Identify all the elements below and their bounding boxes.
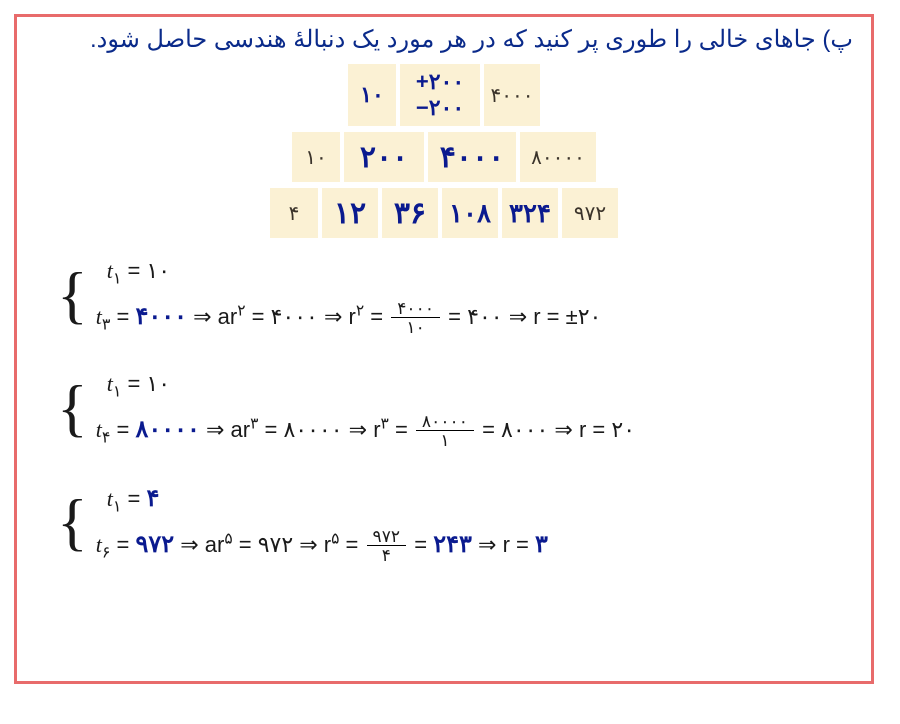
system-3-lines: t۱ = ۴ t۶ = ۹۷۲ ⇒ ar۵ = ۹۷۲ ⇒ r۵ = ۹۷۲۴ … <box>96 476 548 569</box>
system-2: { t۱ = ۱۰ t۴ = ۸۰۰۰۰ ⇒ ar۳ = ۸۰۰۰۰ ⇒ r۳ … <box>57 363 851 454</box>
brace-icon: { <box>57 503 88 541</box>
derivations: { t۱ = ۱۰ t۳ = ۴۰۰۰ ⇒ ar۲ = ۴۰۰۰ ⇒ r۲ = … <box>57 250 851 569</box>
sys2-line2: t۴ = ۸۰۰۰۰ ⇒ ar۳ = ۸۰۰۰۰ ⇒ r۳ = ۸۰۰۰۰۱ =… <box>96 407 635 453</box>
page-frame: پ) جاهای خالی را طوری پر کنید که در هر م… <box>14 14 874 684</box>
r2-c1: ۱۰ <box>292 132 340 182</box>
sys3-line1: t۱ = ۴ <box>96 476 548 522</box>
sys3-line2: t۶ = ۹۷۲ ⇒ ar۵ = ۹۷۲ ⇒ r۵ = ۹۷۲۴ = ۲۴۳ ⇒… <box>96 522 548 568</box>
table-row-2: ۱۰ ۲۰۰ ۴۰۰۰ ۸۰۰۰۰ <box>292 132 596 182</box>
r1-c2-top: +۲۰۰ <box>416 69 464 95</box>
system-1: { t۱ = ۱۰ t۳ = ۴۰۰۰ ⇒ ar۲ = ۴۰۰۰ ⇒ r۲ = … <box>57 250 851 341</box>
r3-c3: ۳۶ <box>382 188 438 238</box>
system-3: { t۱ = ۴ t۶ = ۹۷۲ ⇒ ar۵ = ۹۷۲ ⇒ r۵ = ۹۷۲… <box>57 476 851 569</box>
r1-c1: ۱۰ <box>348 64 396 126</box>
r3-c5: ۳۲۴ <box>502 188 558 238</box>
system-1-lines: t۱ = ۱۰ t۳ = ۴۰۰۰ ⇒ ar۲ = ۴۰۰۰ ⇒ r۲ = ۴۰… <box>96 250 602 341</box>
sequence-tables: ۱۰ +۲۰۰ −۲۰۰ ۴۰۰۰ ۱۰ ۲۰۰ ۴۰۰۰ ۸۰۰۰۰ ۴ ۱۲… <box>27 64 861 238</box>
r2-c2: ۲۰۰ <box>344 132 424 182</box>
sys2-line1: t۱ = ۱۰ <box>96 363 635 407</box>
table-row-1: ۱۰ +۲۰۰ −۲۰۰ ۴۰۰۰ <box>348 64 540 126</box>
sys1-line1: t۱ = ۱۰ <box>96 250 602 294</box>
r3-c4: ۱۰۸ <box>442 188 498 238</box>
r3-c6: ۹۷۲ <box>562 188 618 238</box>
r2-c4: ۸۰۰۰۰ <box>520 132 596 182</box>
table-row-3: ۴ ۱۲ ۳۶ ۱۰۸ ۳۲۴ ۹۷۲ <box>270 188 618 238</box>
brace-icon: { <box>57 389 88 427</box>
system-2-lines: t۱ = ۱۰ t۴ = ۸۰۰۰۰ ⇒ ar۳ = ۸۰۰۰۰ ⇒ r۳ = … <box>96 363 635 454</box>
r1-c2-bot: −۲۰۰ <box>416 95 464 121</box>
question-text: پ) جاهای خالی را طوری پر کنید که در هر م… <box>35 25 853 54</box>
r2-c3: ۴۰۰۰ <box>428 132 516 182</box>
r1-c2: +۲۰۰ −۲۰۰ <box>400 64 480 126</box>
r3-c1: ۴ <box>270 188 318 238</box>
brace-icon: { <box>57 276 88 314</box>
r3-c2: ۱۲ <box>322 188 378 238</box>
r1-c3: ۴۰۰۰ <box>484 64 540 126</box>
sys1-line2: t۳ = ۴۰۰۰ ⇒ ar۲ = ۴۰۰۰ ⇒ r۲ = ۴۰۰۰۱۰ = ۴… <box>96 294 602 340</box>
